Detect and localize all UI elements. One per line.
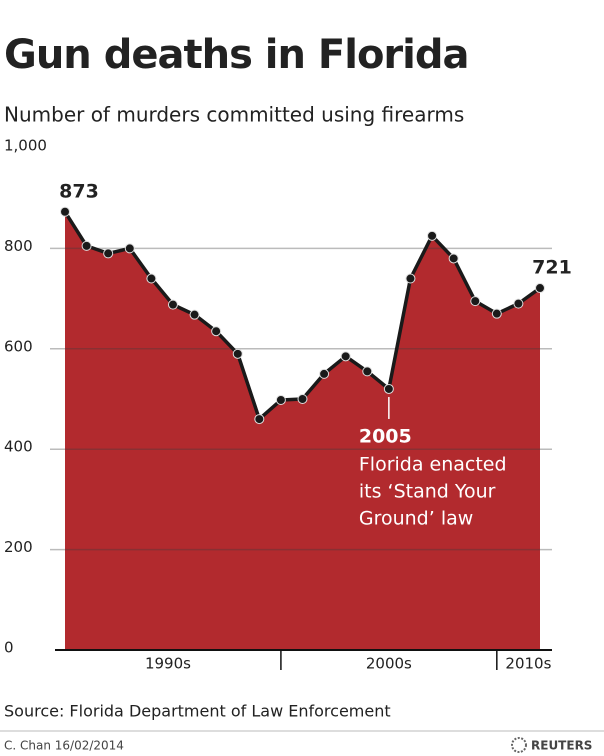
area: [65, 211, 540, 650]
point: [232, 348, 243, 359]
brand: REUTERS: [531, 739, 592, 753]
x-tick-label: 1990s: [145, 655, 191, 673]
annotation-title: 2005: [359, 426, 412, 448]
point: [470, 296, 481, 307]
y-tick-label: 800: [4, 237, 33, 255]
point: [103, 248, 114, 259]
value-label: 873: [59, 180, 99, 202]
annotation-text: its ‘Stand Your: [359, 481, 496, 503]
chart-subtitle: Number of murders committed using firear…: [4, 103, 464, 127]
credit: C. Chan 16/02/2014: [4, 739, 124, 753]
point: [405, 273, 416, 284]
point: [211, 326, 222, 337]
chart-title: Gun deaths in Florida: [4, 32, 469, 78]
point: [60, 206, 70, 217]
point: [491, 308, 502, 319]
source: Source: Florida Department of Law Enforc…: [4, 702, 391, 721]
point: [297, 394, 308, 404]
point: [189, 309, 200, 320]
point: [81, 240, 92, 251]
point: [448, 253, 459, 264]
y-tick-label: 600: [4, 337, 33, 355]
brand-logo: [511, 737, 527, 753]
point: [254, 414, 265, 425]
point: [383, 383, 394, 394]
value-label: 721: [532, 257, 572, 279]
point: [362, 366, 373, 377]
y-tick-label: 1,000: [4, 137, 47, 155]
point: [167, 299, 178, 310]
point: [513, 298, 524, 309]
point: [535, 283, 545, 294]
point: [124, 243, 135, 254]
annotation-text: Ground’ law: [359, 508, 473, 530]
point: [146, 273, 157, 284]
y-tick-label: 200: [4, 538, 33, 556]
y-tick-label: 400: [4, 438, 33, 456]
point: [319, 368, 330, 379]
point: [275, 395, 286, 406]
point: [340, 351, 351, 362]
point: [427, 230, 438, 241]
x-tick-label: 2000s: [366, 655, 412, 673]
x-tick-label: 2010s: [505, 655, 551, 673]
y-tick-label: 0: [4, 639, 14, 657]
annotation-text: Florida enacted: [359, 454, 507, 476]
